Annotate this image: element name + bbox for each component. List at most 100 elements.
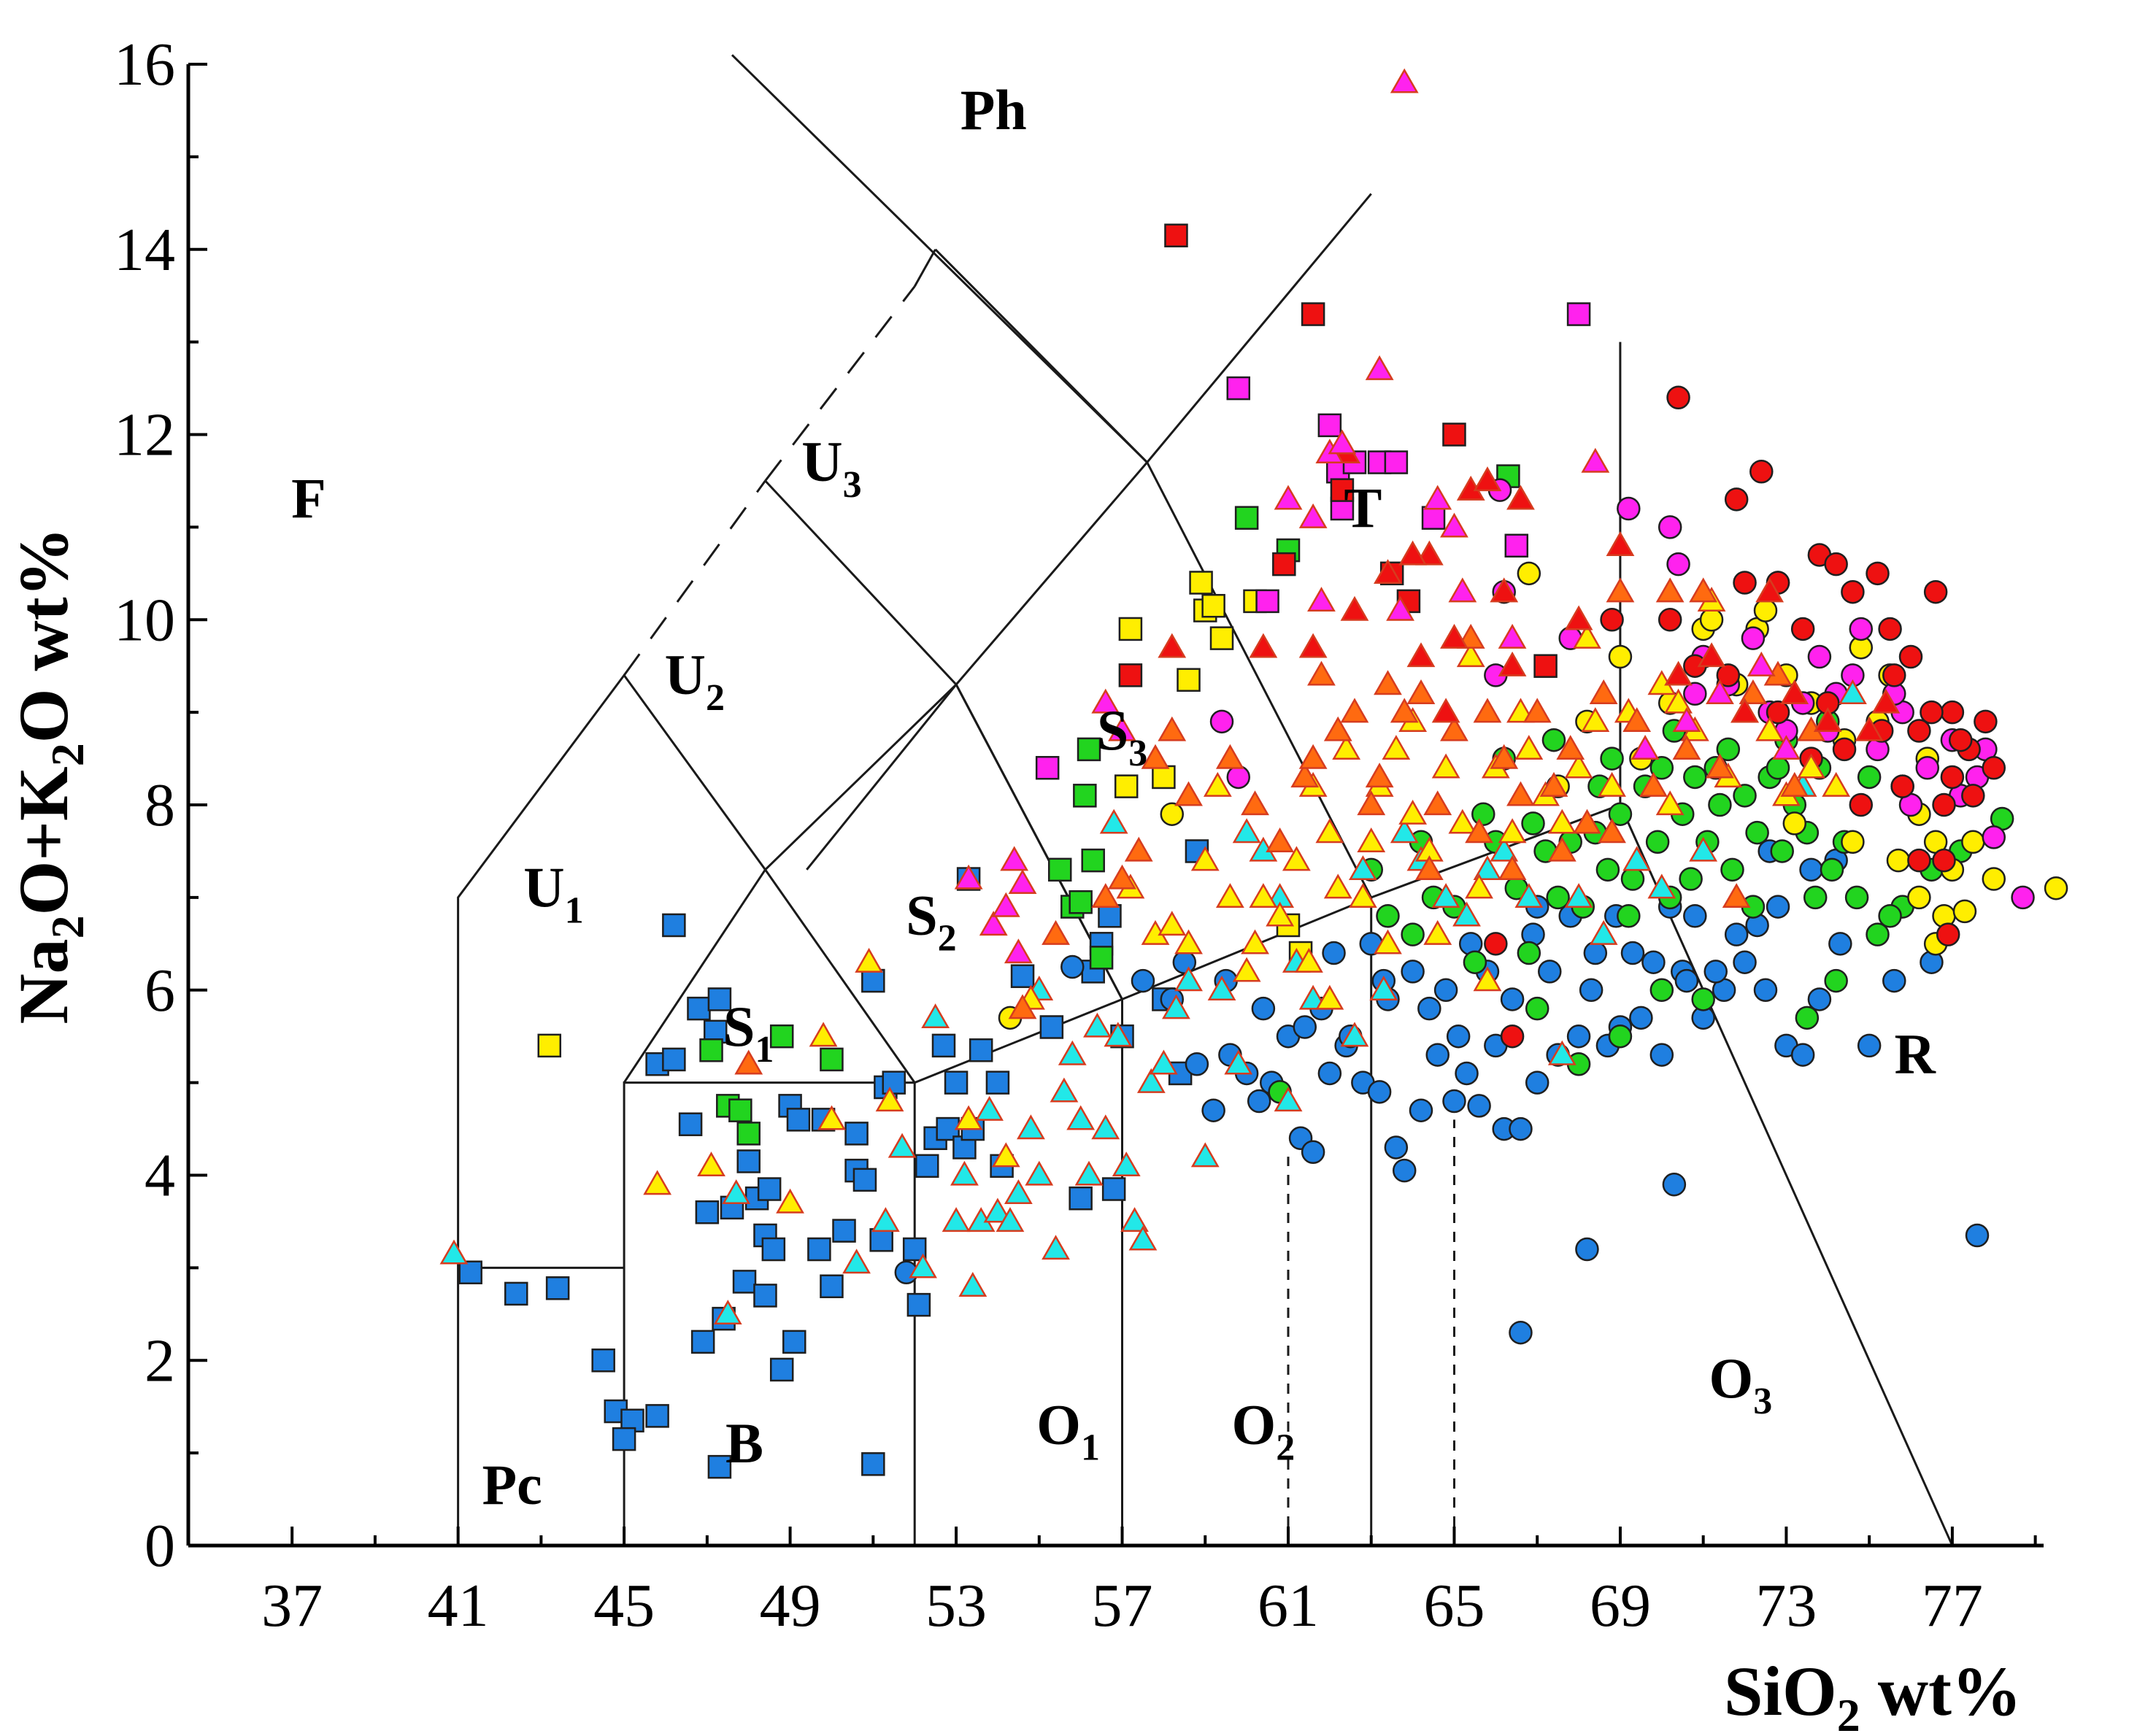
triangle-point — [1581, 707, 1610, 733]
triangle-point — [1390, 698, 1419, 723]
field-label-S2: S2 — [906, 884, 956, 960]
circle-point — [1940, 765, 1965, 790]
triangle-point — [1386, 595, 1414, 621]
circle-point — [1882, 968, 1906, 993]
field-boundary-15 — [764, 285, 916, 482]
circle-point — [1857, 1033, 1882, 1058]
field-boundary-10 — [934, 248, 1373, 898]
circle-point — [1878, 904, 1902, 928]
triangle-point — [1374, 559, 1402, 585]
circle-point — [1982, 756, 2006, 780]
triangle-point — [871, 1207, 900, 1232]
triangle-point — [979, 911, 1008, 936]
square-point — [944, 1070, 969, 1095]
circle-point — [1595, 857, 1620, 882]
circle-point — [1907, 719, 1931, 743]
field-boundary-0 — [457, 673, 916, 1546]
square-point — [852, 1168, 877, 1192]
triangle-point — [1664, 688, 1693, 714]
circle-point — [1724, 922, 1749, 946]
triangle-point — [1672, 735, 1701, 760]
x-tick-label: 77 — [1922, 1572, 1983, 1640]
circle-point — [1915, 756, 1940, 780]
square-point — [612, 1427, 636, 1451]
triangle-point — [722, 1179, 751, 1205]
field-label-O2: O2 — [1232, 1392, 1296, 1468]
triangle-point — [1647, 873, 1676, 899]
triangle-point — [1120, 1207, 1149, 1232]
circle-point — [1820, 857, 1844, 882]
circle-point — [1824, 968, 1848, 993]
circle-point — [2011, 885, 2035, 910]
triangle-point — [1506, 781, 1535, 806]
triangle-point — [1282, 846, 1311, 871]
triangle-point — [643, 1170, 672, 1195]
square-point — [695, 1200, 720, 1224]
square-point — [882, 1070, 906, 1095]
triangle-point — [1639, 771, 1668, 797]
circle-point — [1185, 1052, 1209, 1076]
circle-point — [1131, 968, 1155, 993]
circle-point — [1566, 1024, 1591, 1049]
field-label-U2: U2 — [665, 643, 725, 719]
circle-point — [1620, 941, 1645, 965]
circle-point — [1733, 784, 1757, 808]
square-point — [861, 968, 885, 993]
x-tick-label: 37 — [261, 1572, 323, 1640]
triangle-point — [1871, 688, 1901, 714]
triangle-point — [1398, 540, 1428, 566]
triangle-point — [1207, 975, 1236, 1000]
triangle-point — [1452, 901, 1481, 927]
triangle-point — [1017, 1114, 1045, 1140]
triangle-point — [1780, 771, 1809, 797]
triangle-point — [1448, 809, 1477, 834]
y-axis-title: Na2O+K2O wt% — [4, 527, 93, 1024]
circle-point — [1509, 1116, 1533, 1141]
field-label-T: T — [1344, 476, 1382, 539]
circle-point — [1226, 765, 1251, 790]
circle-point — [1201, 1098, 1225, 1122]
triangle-point — [1000, 846, 1029, 871]
triangle-point — [1266, 827, 1295, 852]
axes — [186, 64, 2044, 1548]
x-tick-label: 73 — [1755, 1572, 1817, 1640]
triangle-point — [1158, 911, 1187, 936]
circle-point — [1521, 811, 1545, 836]
triangle-point — [1589, 919, 1618, 945]
triangle-point — [909, 1253, 937, 1278]
square-point — [1189, 571, 1213, 595]
triangle-point — [855, 947, 884, 973]
circle-point — [1538, 960, 1562, 984]
circle-point — [1658, 608, 1682, 632]
triangle-point — [1162, 994, 1190, 1019]
circle-point — [1770, 839, 1794, 863]
triangle-point — [1108, 864, 1136, 890]
series-cyan-triangles — [439, 679, 1867, 1325]
triangle-point — [1655, 577, 1685, 603]
triangle-point — [1124, 836, 1153, 862]
triangle-point — [734, 1049, 763, 1075]
square-point — [969, 1038, 993, 1062]
triangle-point — [842, 1249, 871, 1274]
series-green-squares — [699, 464, 1520, 1146]
circle-point — [1828, 932, 1852, 956]
circle-point — [1790, 617, 1815, 641]
triangle-point — [1573, 623, 1601, 649]
triangle-point — [1374, 929, 1402, 954]
triangle-point — [1498, 651, 1527, 676]
circle-point — [1500, 987, 1525, 1011]
circle-point — [1455, 1061, 1479, 1086]
circle-point — [1600, 608, 1624, 632]
triangle-point — [1813, 707, 1842, 733]
circle-point — [1662, 1172, 1687, 1197]
circle-point — [1317, 1061, 1342, 1086]
square-point — [1177, 668, 1201, 692]
circle-point — [1683, 682, 1707, 706]
circle-point — [1733, 571, 1757, 595]
triangle-point — [1473, 966, 1502, 992]
square-point — [786, 1108, 811, 1132]
circle-point — [1322, 941, 1346, 965]
square-point — [807, 1237, 831, 1262]
triangle-point — [1539, 771, 1568, 797]
triangle-point — [1755, 577, 1785, 603]
